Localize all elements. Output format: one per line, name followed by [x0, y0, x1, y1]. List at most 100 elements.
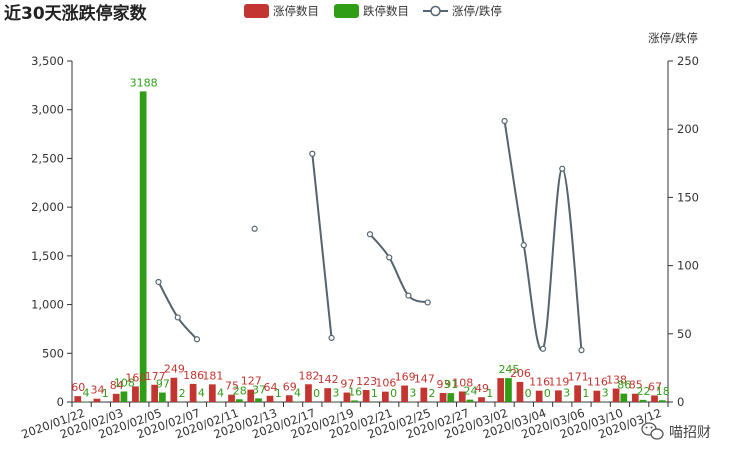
bar-up [439, 392, 447, 402]
bar-down [235, 399, 243, 402]
y-right-tick-label: 150 [677, 190, 699, 204]
watermark: 喵招财 [641, 422, 711, 441]
bar-down-label: 1 [275, 387, 282, 400]
ratio-point [328, 334, 335, 341]
bar-up [458, 391, 466, 402]
bar-down-label: 0 [313, 387, 320, 400]
bar-down-label: 1 [371, 387, 378, 400]
axes: 05001,0001,5002,0002,5003,0003,500050100… [31, 54, 699, 409]
watermark-text: 喵招财 [669, 425, 711, 441]
ratio-line [157, 281, 198, 340]
legend-swatch-down [334, 4, 359, 18]
bar-up [93, 398, 101, 402]
ratio-point [309, 150, 316, 157]
bar-up [266, 395, 274, 402]
y-left-tick-label: 2,500 [31, 151, 64, 165]
ratio-point [559, 165, 566, 172]
y-right-tick-label: 0 [677, 395, 684, 409]
bar-up [516, 381, 524, 402]
ratio-point [366, 231, 374, 238]
bar-down-label: 18 [656, 385, 670, 398]
bar-down-label: 0 [544, 387, 551, 400]
y-left-tick-label: 0 [57, 395, 64, 409]
bar-up-label: 84 [110, 379, 124, 392]
bar-up [420, 387, 428, 402]
bar-up [497, 378, 505, 402]
right-axis-title: 涨停/跌停 [648, 31, 698, 45]
bar-up [362, 390, 370, 402]
bar-up-label: 67 [648, 380, 662, 393]
bar-up [343, 392, 351, 402]
bar-down-label: 1 [582, 387, 589, 400]
ratio-point [251, 225, 258, 232]
bar-up-label: 85 [629, 379, 643, 392]
bar-up-label: 49 [475, 382, 489, 395]
bar-up [574, 385, 581, 402]
bar-up-label: 123 [356, 375, 377, 388]
chart-title: 近30天涨跌停家数 [4, 3, 148, 24]
bar-up-label: 127 [241, 375, 262, 388]
bar-up-label: 60 [71, 381, 85, 394]
ratio-point [155, 278, 162, 286]
ratio-point [424, 299, 431, 306]
bar-up [247, 389, 255, 402]
bar-up-label: 138 [606, 374, 627, 387]
bar-down-label: 28 [233, 384, 247, 397]
bar-down-label: 22 [637, 385, 651, 398]
y-right-tick-label: 100 [677, 259, 699, 273]
bar-down-label: 3 [332, 387, 339, 400]
y-right-tick-label: 50 [677, 327, 692, 341]
bar-down [447, 393, 455, 402]
bar-up [478, 397, 485, 402]
legend-label-down: 跌停数目 [363, 4, 409, 18]
bar-up-label: 142 [318, 373, 339, 386]
bar-down-label: 2 [429, 387, 436, 400]
ratio-point [539, 345, 547, 352]
bar-down [658, 400, 666, 402]
ratio-line [369, 233, 429, 304]
bar-up-label: 171 [568, 370, 589, 383]
y-left-tick-label: 3,500 [31, 54, 64, 68]
legend-item-up[interactable]: 涨停数目 [244, 4, 319, 18]
bar-up-label: 116 [587, 376, 608, 389]
bar-down [466, 399, 474, 402]
bar-up [208, 384, 216, 402]
bar-down-label: 2 [179, 387, 186, 400]
ratio-point [501, 117, 508, 125]
wechat-icon [641, 422, 664, 440]
bar-down-label: 0 [525, 387, 532, 400]
ratio-point [520, 242, 527, 249]
legend-label-up: 涨停数目 [273, 4, 319, 18]
y-left-tick-label: 2,000 [31, 200, 64, 214]
bar-down-label: 108 [114, 376, 135, 389]
bar-up [74, 396, 82, 402]
bar-up [228, 394, 235, 402]
bar-down [159, 392, 166, 402]
bar-up [555, 390, 562, 402]
bar-down-label: 4 [217, 387, 224, 400]
bar-up [151, 384, 159, 402]
ratio-line-series [155, 117, 585, 354]
bar-up-label: 64 [264, 381, 278, 394]
bar-down-label: 3 [602, 387, 609, 400]
bar-up-label: 116 [529, 376, 550, 389]
bar-up-label: 160 [125, 371, 146, 384]
bar-down-label: 4 [294, 387, 301, 400]
bar-up-label: 206 [510, 367, 531, 380]
bar-down-label: 3 [563, 387, 570, 400]
legend-label-ratio: 涨停/跌停 [452, 4, 502, 18]
bar-down [505, 378, 512, 402]
legend-item-ratio[interactable]: 涨停/跌停 [423, 4, 502, 18]
bar-down [351, 400, 359, 402]
bar-up-label: 97 [340, 378, 354, 391]
legend-item-down[interactable]: 跌停数目 [334, 4, 409, 18]
bar-down-label: 4 [82, 387, 89, 400]
bar-down [620, 393, 628, 402]
ratio-line [503, 120, 583, 352]
ratio-point [174, 314, 181, 321]
bar-up-label: 69 [283, 380, 297, 393]
bar-up-label: 75 [225, 380, 239, 393]
bar-up [189, 383, 197, 402]
bar-up-label: 186 [183, 369, 204, 382]
bar-up [112, 393, 120, 402]
